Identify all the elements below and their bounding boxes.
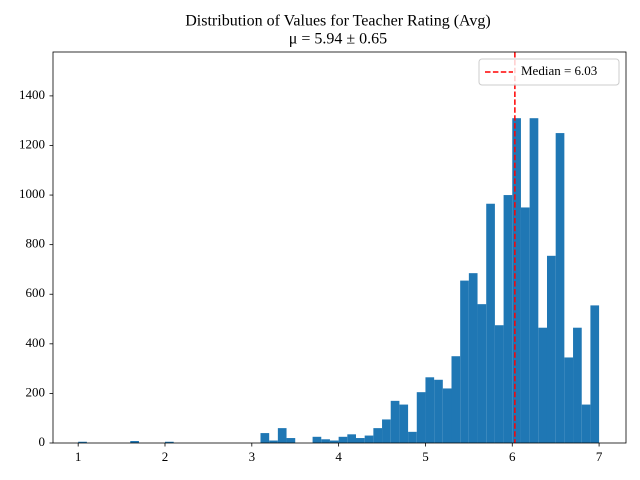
bar <box>399 404 409 443</box>
bar <box>373 428 383 443</box>
bar <box>494 325 504 443</box>
bar <box>442 388 452 443</box>
bar <box>546 255 556 443</box>
bar <box>425 377 435 443</box>
x-tick-label: 6 <box>509 449 516 464</box>
y-tick-label: 200 <box>26 384 46 399</box>
bar <box>529 118 539 444</box>
y-tick-label: 1000 <box>19 186 45 201</box>
y-tick-label: 0 <box>39 434 46 449</box>
y-tick-label: 800 <box>26 236 46 251</box>
bar <box>355 438 365 443</box>
bar <box>286 438 296 443</box>
bar <box>390 400 400 443</box>
bar <box>434 379 443 443</box>
bar <box>468 273 478 443</box>
bar <box>555 133 565 443</box>
bar <box>451 356 461 443</box>
x-tick-label: 4 <box>335 449 342 464</box>
x-tick-label: 5 <box>422 449 429 464</box>
bar <box>321 439 330 443</box>
bar <box>382 419 391 443</box>
bar <box>512 118 521 444</box>
bar <box>260 433 270 443</box>
bar <box>538 327 547 443</box>
x-tick-label: 3 <box>249 449 256 464</box>
bar <box>503 195 513 443</box>
y-tick-label: 1200 <box>19 136 45 151</box>
bar <box>364 435 374 443</box>
bar <box>416 392 426 443</box>
legend-label: Median = 6.03 <box>521 63 597 78</box>
bar <box>164 441 174 443</box>
legend-box <box>478 58 620 86</box>
bar <box>581 404 591 443</box>
bar <box>573 327 582 443</box>
x-tick-label: 2 <box>162 449 169 464</box>
bar <box>486 203 495 443</box>
bar <box>347 434 356 443</box>
bar <box>277 428 287 443</box>
bar <box>130 441 139 443</box>
bar <box>269 440 278 443</box>
bar <box>329 440 339 443</box>
plot-frame <box>52 51 627 444</box>
bar <box>460 280 469 443</box>
x-tick-label: 7 <box>596 449 603 464</box>
bar <box>590 305 600 443</box>
bar <box>408 431 417 443</box>
y-tick-label: 400 <box>26 335 46 350</box>
bar <box>564 357 574 443</box>
chart-subtitle: μ = 5.94 ± 0.65 <box>289 31 387 48</box>
bar <box>338 436 348 443</box>
bar <box>477 304 487 443</box>
y-tick-label: 600 <box>26 285 46 300</box>
y-tick-label: 1400 <box>19 87 45 102</box>
bar <box>520 207 530 443</box>
bar <box>312 436 322 443</box>
x-tick-label: 1 <box>75 449 82 464</box>
chart-title: Distribution of Values for Teacher Ratin… <box>185 13 490 30</box>
bar <box>78 441 87 443</box>
